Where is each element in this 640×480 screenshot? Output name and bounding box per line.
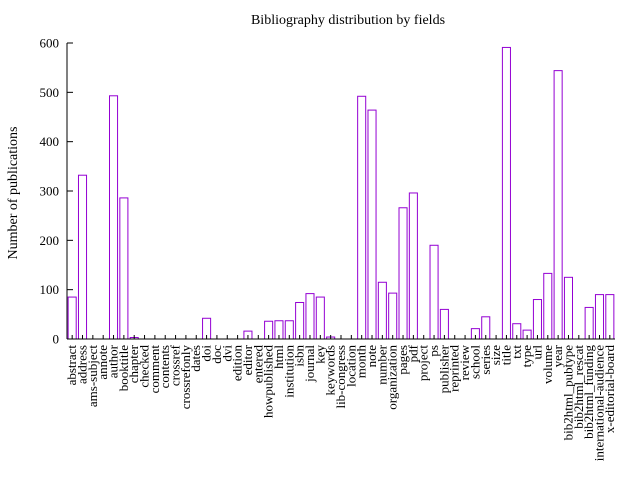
x-tick-label-bib2html_funding: bib2html_funding [581,345,596,439]
x-tick-label-doc: doc [209,345,224,364]
bar-volume [543,272,553,340]
x-tick-label-comment: comment [147,345,162,394]
x-tick-label-location: location [343,345,358,387]
x-tick-label-annote: annote [95,345,110,380]
x-tick-label-journal: journal [302,345,317,383]
x-tick-label-author: author [106,344,121,378]
x-tick-label-howpublished: howpublished [261,345,276,418]
bar-isbn [295,301,305,340]
bar-note [367,109,377,340]
x-tick-label-institution: institution [281,345,296,398]
plot-frame [66,43,615,340]
x-tick-label-project: project [416,345,431,381]
x-tick-label-pages: pages [395,345,410,375]
bar-x-editorial-board [605,294,615,340]
x-tick-label-booktitle: booktitle [116,345,131,391]
x-tick-label-title: title [498,345,513,365]
x-tick-label-bib2html_pubtype: bib2html_pubtype [560,345,575,441]
bar-bib2html_pubtype [563,276,574,340]
bars-group [67,46,615,340]
bar-author [109,95,119,340]
chart-title: Bibliography distribution by fields [251,13,445,28]
bar-url [532,299,542,340]
bar-pdf [408,192,418,340]
x-tick-label-lib-congress: lib-congress [333,345,348,409]
x-tick-label-volume: volume [540,345,555,384]
x-tick-label-key: key [312,345,327,364]
x-tick-label-number: number [374,344,389,384]
x-tick-label-url: url [529,345,544,360]
x-tick-label-pdf: pdf [405,344,420,362]
x-tick-label-isbn: isbn [292,345,307,367]
x-tick-label-edition: edition [230,345,245,382]
bar-bib2html_funding [584,306,594,340]
x-tick-label-doi: doi [199,345,214,362]
x-tick-label-ams-subject: ams-subject [85,345,100,407]
bar-ps [429,244,439,340]
x-tick-label-year: year [550,344,565,367]
bar-pages [398,207,408,340]
bar-journal [305,293,315,340]
bar-number [377,281,387,340]
bar-organization [388,292,398,340]
x-tick-label-bib2html_rescat: bib2html_rescat [571,345,586,429]
y-tick-label: 100 [40,282,60,297]
x-tick-label-crossrefonly: crossrefonly [178,345,193,410]
x-tick-label-chapter: chapter [126,344,141,383]
x-tick-label-checked: checked [137,345,152,388]
x-tick-label-type: type [519,345,534,368]
bar-international-audience [594,294,605,340]
x-axis-ticks: abstractaddressams-subjectannoteauthorbo… [64,335,617,461]
x-tick-label-review: review [457,344,472,380]
x-tick-label-txt: txt [509,345,524,359]
x-tick-label-html: html [271,345,286,369]
x-tick-label-organization: organization [385,345,400,410]
x-tick-label-entered: entered [250,345,265,384]
bar-title [501,46,511,340]
y-axis-ticks: 0 100 200 300 400 500 600 [40,36,73,347]
x-tick-label-ps: ps [426,345,441,357]
bar-publisher [439,308,449,340]
y-tick-label: 400 [40,134,60,149]
x-tick-label-contents: contents [157,345,172,388]
y-tick-label: 0 [53,332,60,347]
x-tick-label-keywords: keywords [323,345,338,396]
y-tick-label: 300 [40,184,60,199]
x-tick-label-dvi: dvi [219,345,234,362]
bar-address [77,174,88,340]
x-tick-label-crossref: crossref [168,344,183,386]
bar-key [315,296,325,340]
x-tick-label-abstract: abstract [64,345,79,386]
y-axis-title: Number of publications [6,127,21,260]
x-tick-label-address: address [75,345,90,384]
x-tick-label-x-editorial-board: x-editorial-board [602,345,617,434]
x-tick-label-month: month [354,345,369,379]
x-tick-label-date: dates [188,345,203,372]
y-tick-label: 600 [40,36,60,51]
x-tick-label-school: school [467,345,482,379]
y-tick-label: 500 [40,85,60,100]
y-tick-label: 200 [40,233,60,248]
bar-abstract [67,296,77,340]
x-tick-label-size: size [488,345,503,365]
x-tick-label-series: series [478,345,493,375]
x-tick-label-international-audience: international-audience [591,345,606,461]
x-tick-label-reprinted: reprinted [447,345,462,392]
x-tick-label-editor: editor [240,344,255,375]
bar-month [357,95,367,340]
x-tick-label-note: note [364,345,379,368]
bar-year [553,70,563,340]
bar-booktitle [119,197,129,340]
x-tick-label-publisher: publisher [436,344,451,393]
